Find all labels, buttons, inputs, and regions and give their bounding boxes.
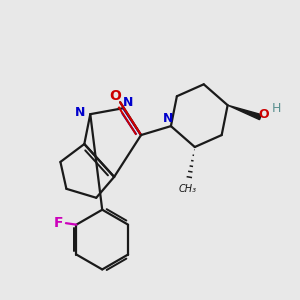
Text: F: F	[54, 216, 63, 230]
Text: N: N	[123, 96, 134, 109]
Text: N: N	[163, 112, 173, 125]
Text: O: O	[259, 108, 269, 121]
Text: H: H	[271, 102, 281, 115]
Text: CH₃: CH₃	[178, 184, 196, 194]
Polygon shape	[228, 105, 261, 120]
Text: O: O	[110, 89, 122, 103]
Text: N: N	[75, 106, 85, 119]
